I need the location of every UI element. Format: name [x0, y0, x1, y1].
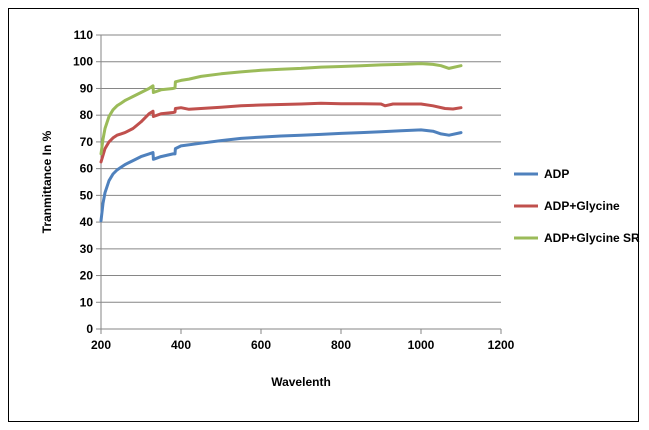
y-tick-label: 110: [74, 28, 94, 42]
y-tick-label: 0: [86, 322, 93, 336]
axes: [96, 34, 502, 334]
chart-frame: 0 10 20 30 40 50 60 70 80 90 100 110 200 400 600 800 100…: [8, 8, 640, 422]
x-tick-label: 800: [331, 338, 351, 352]
x-tick-label: 200: [91, 338, 111, 352]
y-tick-label: 90: [80, 81, 94, 95]
y-tick-label: 10: [80, 295, 94, 309]
legend-label: ADP: [544, 167, 569, 181]
series-lines: [99, 62, 463, 223]
x-axis-title: Wavelenth: [271, 375, 331, 389]
series-line-adp-glycine-sr: [99, 62, 463, 156]
y-tick-label: 100: [73, 55, 93, 69]
y-tick-label: 70: [80, 135, 94, 149]
y-axis-title: Tranmittance In %: [40, 130, 54, 233]
y-tick-label: 60: [80, 162, 94, 176]
y-tick-label: 20: [80, 269, 94, 283]
gridlines: [101, 34, 501, 303]
x-tick-label: 1000: [408, 338, 435, 352]
y-tick-label: 30: [80, 242, 94, 256]
tick-labels: 0 10 20 30 40 50 60 70 80 90 100 110 200 400 600 800 100…: [73, 28, 515, 352]
legend-label: ADP+Glycine: [544, 199, 620, 213]
line-chart: 0 10 20 30 40 50 60 70 80 90 100 110 200 400 600 800 100…: [40, 28, 640, 389]
x-tick-label: 400: [171, 338, 191, 352]
y-tick-label: 80: [80, 108, 94, 122]
series-line-adp-glycine: [99, 101, 463, 164]
y-tick-label: 40: [80, 215, 94, 229]
y-tick-label: 50: [80, 188, 94, 202]
legend: ADP ADP+Glycine ADP+Glycine SR: [514, 167, 640, 245]
x-tick-label: 1200: [488, 338, 515, 352]
legend-label: ADP+Glycine SR: [544, 231, 640, 245]
x-tick-label: 600: [251, 338, 271, 352]
series-line-adp: [99, 128, 463, 223]
